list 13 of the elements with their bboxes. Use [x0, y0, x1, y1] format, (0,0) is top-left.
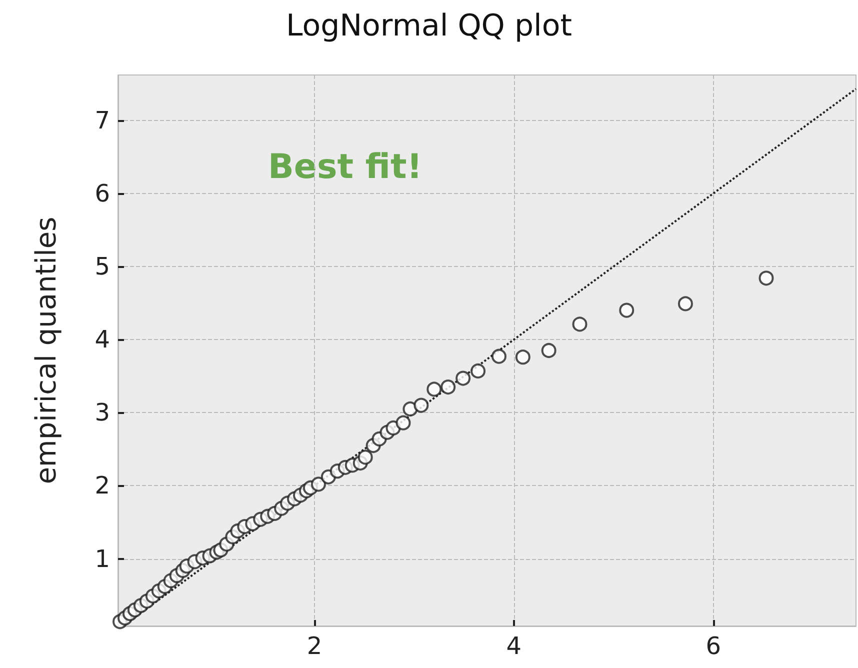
y-tick-label: 1	[94, 544, 110, 573]
y-axis-title: empirical quantiles	[30, 216, 62, 484]
y-tick-label: 7	[94, 106, 110, 134]
chart-title: LogNormal QQ plot	[286, 8, 572, 44]
x-tick-label: 4	[506, 632, 522, 660]
x-tick-label: 2	[306, 632, 322, 660]
y-tick-label: 3	[94, 398, 110, 427]
x-tick-label: 6	[706, 632, 722, 660]
y-tick-label: 5	[94, 252, 110, 280]
y-tick-label: 2	[94, 472, 110, 500]
y-tick-label: 4	[94, 326, 110, 354]
annotation: Best fit!	[268, 147, 422, 187]
y-tick-label: 6	[94, 179, 110, 208]
